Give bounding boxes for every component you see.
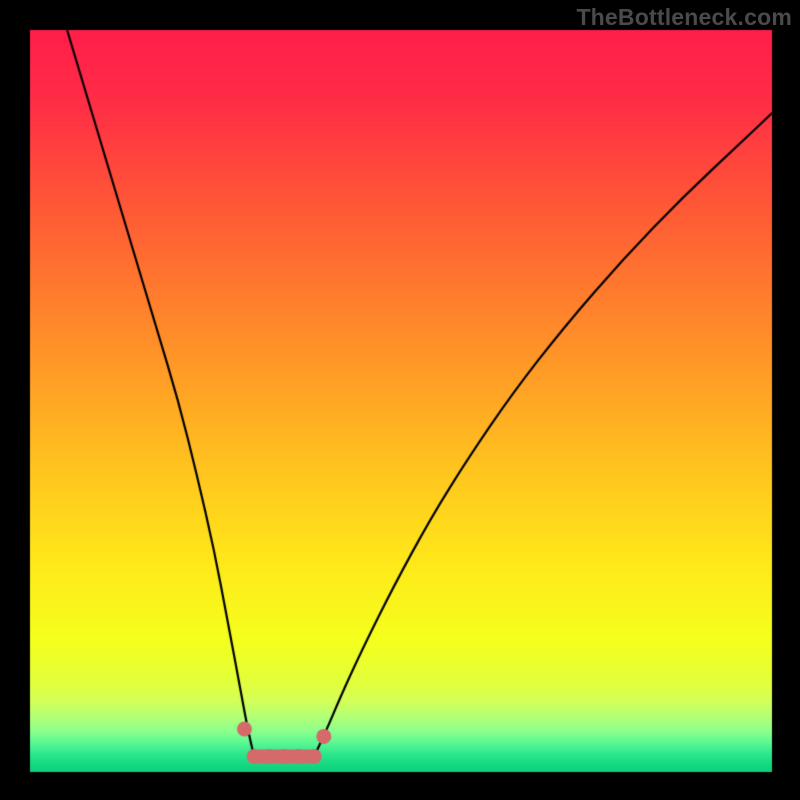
watermark-label: TheBottleneck.com [576,4,792,31]
chart-stage: TheBottleneck.com [0,0,800,800]
bottleneck-curve-plot [0,0,800,800]
